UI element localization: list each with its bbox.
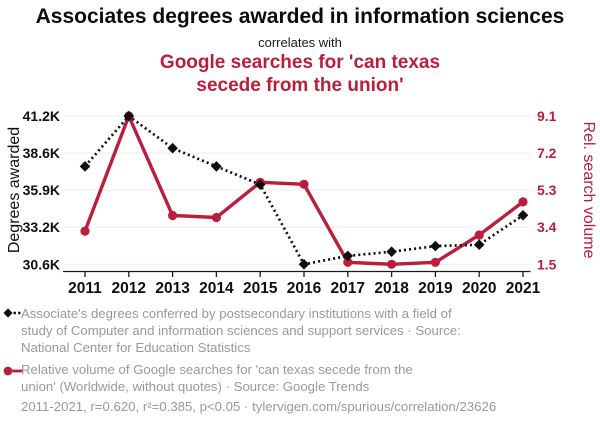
red-line-icon <box>3 366 23 376</box>
circle-marker <box>211 212 221 223</box>
diamond-marker <box>517 210 529 221</box>
circle-marker <box>430 257 440 267</box>
right-axis-tick-label: 1.5 <box>537 256 557 272</box>
diamond-marker <box>167 142 178 154</box>
circle-marker <box>474 230 484 240</box>
x-axis-year-label: 2012 <box>112 280 146 297</box>
circle-marker <box>518 197 528 207</box>
footer-stats: 2011-2021, r=0.620, r²=0.385, p<0.05 · t… <box>21 399 497 414</box>
right-axis-title: Rel. search volume <box>580 121 597 259</box>
left-axis-tick-label: 41.2K <box>23 108 60 124</box>
legend-text-line: National Center for Education Statistics <box>21 340 251 355</box>
correlates-with-text: correlates with <box>258 35 342 50</box>
right-axis-tick-label: 7.2 <box>537 145 557 161</box>
diamond-marker <box>254 179 266 190</box>
right-axis-tick-label: 9.1 <box>537 108 557 124</box>
diamond-marker <box>123 110 135 122</box>
x-axis-year-label: 2016 <box>287 280 322 297</box>
legend-item-searches: Relative volume of Google searches for '… <box>21 361 581 395</box>
left-axis-tick-label: 35.9K <box>23 182 60 198</box>
black-dotted-line-icon <box>3 308 23 318</box>
left-axis-tick-label: 30.6K <box>23 256 60 272</box>
chart-title: Associates degrees awarded in informatio… <box>35 5 565 28</box>
diamond-marker <box>298 259 310 270</box>
x-axis-year-label: 2021 <box>506 280 541 297</box>
diamond-marker <box>79 161 91 172</box>
x-axis-year-label: 2015 <box>243 280 278 297</box>
x-axis-year-label: 2020 <box>462 280 496 297</box>
circle-marker <box>387 259 397 269</box>
legend-item-degrees: Associate's degrees conferred by postsec… <box>21 305 581 356</box>
left-axis-title: Degrees awarded <box>6 126 23 254</box>
diamond-marker <box>473 239 485 250</box>
circle-marker <box>168 210 178 221</box>
plot-area: 30.6K 1.5 33.2K 3.4 35.9K 5.3 38.6K 7.2 41.2K 9.1… <box>0 100 600 300</box>
diamond-marker <box>430 240 441 252</box>
x-axis-year-label: 2018 <box>374 280 409 297</box>
x-axis-year-label: 2014 <box>199 280 234 297</box>
circle-marker <box>299 179 309 189</box>
x-axis-year-label: 2019 <box>418 280 453 297</box>
diamond-marker <box>342 250 354 262</box>
left-axis-tick-label: 33.2K <box>23 219 60 235</box>
left-axis-tick-label: 38.6K <box>23 145 60 161</box>
x-axis-year-label: 2017 <box>331 280 365 297</box>
right-axis-tick-label: 3.4 <box>537 219 557 235</box>
legend-text-line: study of Computer and information scienc… <box>21 323 461 338</box>
right-axis-tick-label: 5.3 <box>537 182 557 198</box>
legend-text-line: union' (Worldwide, without quotes) · Sou… <box>21 379 370 394</box>
legend-text-line: Relative volume of Google searches for '… <box>21 362 413 377</box>
x-axis-year-label: 2013 <box>155 280 190 297</box>
circle-marker <box>80 226 90 236</box>
chart-svg: 30.6K 1.5 33.2K 3.4 35.9K 5.3 38.6K 7.2 41.2K 9.1… <box>23 108 557 297</box>
legend-text-line: Associate's degrees conferred by postsec… <box>21 306 452 321</box>
diamond-marker <box>211 161 222 172</box>
x-axis-year-label: 2011 <box>68 280 102 297</box>
chart-subtitle: Google searches for 'can texas secede fr… <box>159 52 441 96</box>
diamond-marker <box>386 246 397 257</box>
circle-marker <box>343 257 353 267</box>
